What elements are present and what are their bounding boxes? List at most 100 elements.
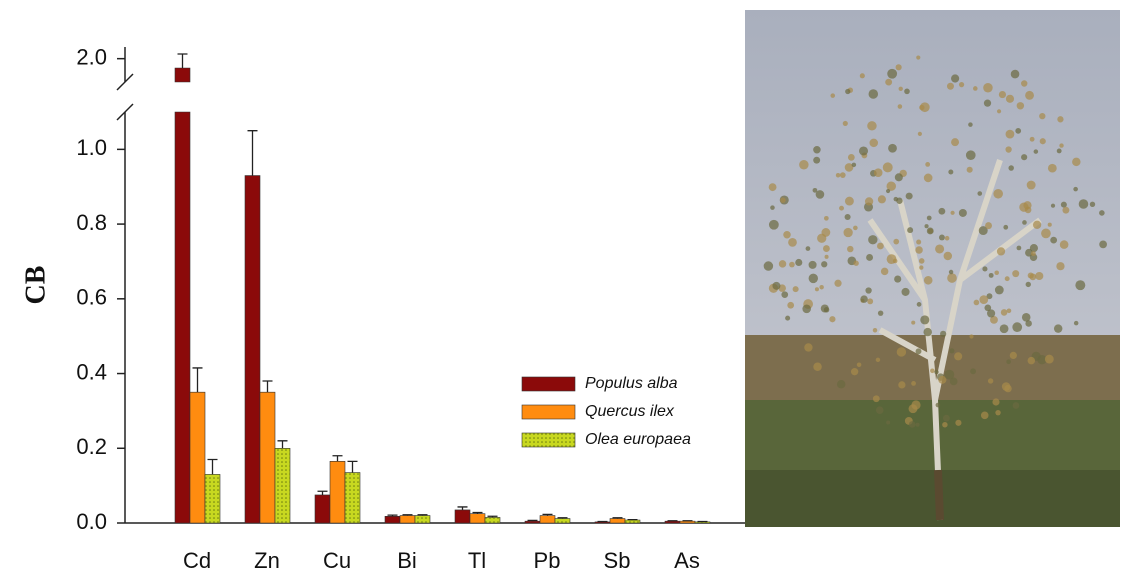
leaf	[850, 367, 859, 376]
y-tick-label: 0.0	[76, 509, 107, 534]
leaf	[894, 173, 903, 182]
leaf	[788, 238, 797, 247]
leaf	[851, 162, 857, 168]
y-tick-label: 2.0	[76, 44, 107, 69]
leaf	[1032, 220, 1042, 229]
leaf	[869, 138, 878, 148]
leaf	[824, 254, 829, 259]
x-tick-label: Pb	[534, 548, 561, 573]
leaf	[1022, 220, 1027, 225]
error-bar	[402, 514, 413, 516]
legend-label: Olea europaea	[585, 431, 691, 448]
leaf	[770, 205, 775, 210]
leaf	[1001, 382, 1011, 391]
leaf	[1025, 90, 1034, 100]
leaf	[847, 153, 855, 161]
leaf	[1035, 271, 1044, 281]
leaf	[821, 261, 828, 268]
x-tick-label: Cd	[183, 548, 211, 573]
leaf	[839, 205, 844, 211]
leaf	[1072, 157, 1081, 167]
leaf	[844, 213, 851, 221]
leaf	[947, 273, 957, 283]
bar-pattern	[485, 517, 500, 523]
legend-swatch	[521, 404, 576, 420]
leaf	[994, 285, 1004, 295]
bar	[259, 391, 276, 524]
leaf	[950, 210, 955, 215]
error-bar	[487, 515, 498, 518]
leaf	[934, 369, 939, 375]
leaf	[783, 230, 791, 239]
y-tick-label: 0.2	[76, 434, 107, 459]
leaf	[1033, 149, 1039, 154]
leaf	[943, 251, 953, 261]
leaf	[799, 160, 809, 170]
leaf	[877, 195, 886, 204]
leaf	[787, 301, 795, 309]
leaf	[768, 183, 777, 192]
leaf	[980, 411, 989, 420]
leaf	[1056, 148, 1062, 154]
leaf	[898, 381, 906, 389]
leaf	[1015, 127, 1022, 134]
bar	[314, 494, 331, 524]
leaf	[844, 196, 854, 206]
leaf	[864, 197, 874, 206]
leaf	[1039, 112, 1046, 120]
leaf	[958, 82, 965, 88]
leaf	[805, 246, 811, 251]
leaf	[868, 235, 878, 245]
leaf	[877, 310, 884, 316]
leaf	[858, 146, 869, 156]
y-tick-label: 0.8	[76, 210, 107, 235]
leaf	[930, 368, 935, 374]
leaf	[1062, 206, 1070, 214]
leaf	[958, 208, 967, 217]
leaf	[893, 238, 900, 245]
leaf	[1012, 402, 1020, 409]
error-bar	[317, 490, 328, 495]
leaf	[781, 291, 789, 298]
y-tick-label: 0.6	[76, 285, 107, 310]
leaf	[1099, 240, 1107, 249]
leaf	[938, 207, 946, 215]
leaf	[968, 122, 973, 127]
leaf	[916, 55, 921, 60]
leaf	[1021, 154, 1028, 161]
leaf	[819, 284, 824, 290]
bar	[399, 515, 416, 524]
error-bar	[177, 53, 188, 68]
leaf	[935, 244, 945, 254]
leaf	[965, 150, 976, 161]
leaf	[885, 188, 891, 194]
leaf	[835, 172, 841, 178]
leaf	[1059, 143, 1064, 148]
error-bar	[557, 517, 568, 519]
leaf	[923, 327, 932, 337]
bar	[244, 175, 261, 524]
leaf	[1089, 201, 1096, 207]
bar	[384, 515, 401, 524]
error-bar	[457, 506, 468, 510]
leaf	[875, 357, 881, 363]
legend-label: Populus alba	[585, 375, 678, 392]
leaf	[990, 315, 998, 324]
leaf	[1027, 356, 1036, 365]
error-bar	[247, 130, 258, 176]
leaf	[1021, 80, 1028, 87]
leaf	[916, 239, 922, 245]
leaf	[1027, 272, 1034, 279]
leaf	[1078, 199, 1089, 209]
bar	[679, 520, 696, 524]
leaf	[1029, 243, 1038, 253]
leaf	[992, 398, 1000, 406]
leaf	[1029, 136, 1035, 142]
x-tick-label: Sb	[604, 548, 631, 573]
leaf	[821, 228, 831, 237]
leaf	[942, 414, 950, 422]
leaf	[966, 166, 973, 173]
y-tick-label: 1.0	[76, 135, 107, 160]
leaf	[969, 334, 974, 339]
